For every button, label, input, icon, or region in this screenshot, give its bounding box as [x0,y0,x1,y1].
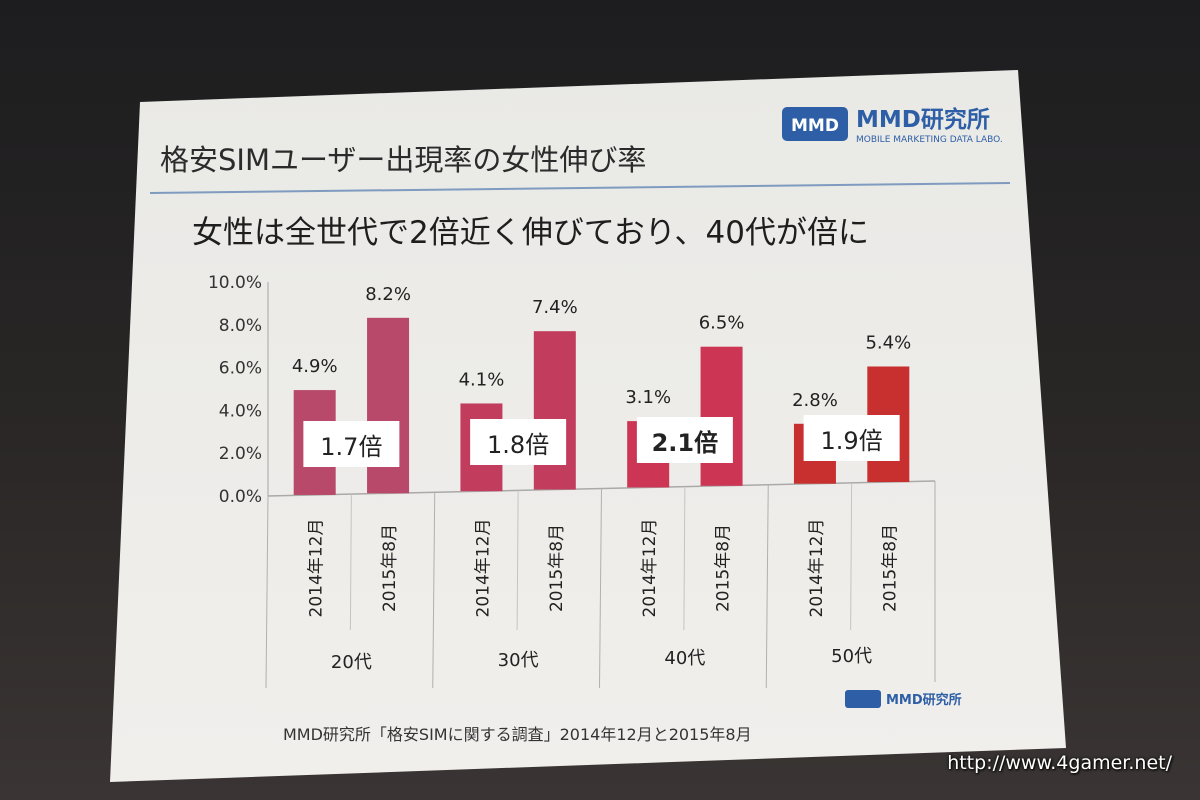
y-tick-label: 4.0% [219,401,262,421]
value-label: 4.1% [459,369,505,390]
x-tick-label: 2014年12月 [640,519,660,618]
mmd-logo-small: MMD研究所 [845,690,962,708]
x-tick-label: 2014年12月 [307,519,327,618]
ratio-label: 1.7倍 [320,433,382,461]
projection-screen [110,70,1066,782]
bar-divider [516,490,519,631]
bar-chart: 0.0% 2.0% 4.0% 6.0% 8.0% 10.0% 4.9% 2014年12月 8.2… [208,273,936,689]
ratio-box [470,419,567,465]
mmd-logo-small-mark [845,690,881,708]
y-tick-label: 10.0% [208,273,262,293]
ratio-label: 1.8倍 [487,431,549,459]
mmd-logo: MMD MMD研究所 MOBILE MARKETING DATA LABO. [782,106,1003,145]
x-tick-label: 2014年12月 [807,519,827,618]
x-tick-label: 2015年8月 [714,524,734,612]
group-divider [765,484,769,689]
group-label: 20代 [331,652,372,673]
value-label: 8.2% [365,284,411,305]
group-divider [265,495,269,689]
ratio-label: 1.9倍 [821,427,883,455]
slide-title: 格安SIMユーザー出現率の女性伸び率 [160,143,646,177]
bar [700,346,743,486]
bar-divider [349,494,352,631]
x-tick-label: 2014年12月 [473,519,493,618]
x-tick-label: 2015年8月 [547,524,567,612]
mmd-logo-mark [782,107,848,141]
value-label: 3.1% [625,387,671,408]
group-label: 40代 [664,648,705,669]
logo-mark-letters: MMD [791,116,839,136]
value-label: 4.9% [292,356,338,377]
logo-text: MMD研究所 [856,106,990,133]
x-tick-label: 2015年8月 [880,524,900,612]
group-divider [599,488,602,689]
value-label: 2.8% [792,390,838,411]
group-label: 30代 [498,650,539,671]
ratio-box [636,417,733,463]
group-label: 50代 [831,646,872,667]
bar [533,331,576,490]
value-label: 7.4% [532,297,578,318]
chart-labels: 0.0% 2.0% 4.0% 6.0% 8.0% 10.0% 4.9% 2014年12月 8.2… [208,273,911,673]
source-note: MMD研究所「格安SIMに関する調査」2014年12月と2015年8月 [283,725,752,744]
ratio-box [303,421,400,467]
site-watermark: http://www.4gamer.net/ [947,752,1172,774]
logo-small-text: MMD研究所 [886,692,962,708]
slide-subtitle: 女性は全世代で2倍近く伸びており、40代が倍に [192,215,869,251]
value-label: 6.5% [699,313,745,334]
y-tick-label: 6.0% [219,359,262,379]
logo-subtext: MOBILE MARKETING DATA LABO. [856,135,1003,145]
ratio-box [803,415,900,461]
x-tick-label: 2015年8月 [380,524,400,612]
bar-divider [683,486,686,631]
y-tick-label: 2.0% [219,444,262,464]
bar-divider [850,482,853,631]
y-tick-label: 0.0% [219,487,262,507]
title-rule [149,182,1011,194]
ratio-label: 2.1倍 [652,429,719,457]
value-label: 5.4% [865,332,911,353]
group-divider [432,492,436,689]
y-tick-label: 8.0% [219,316,262,336]
